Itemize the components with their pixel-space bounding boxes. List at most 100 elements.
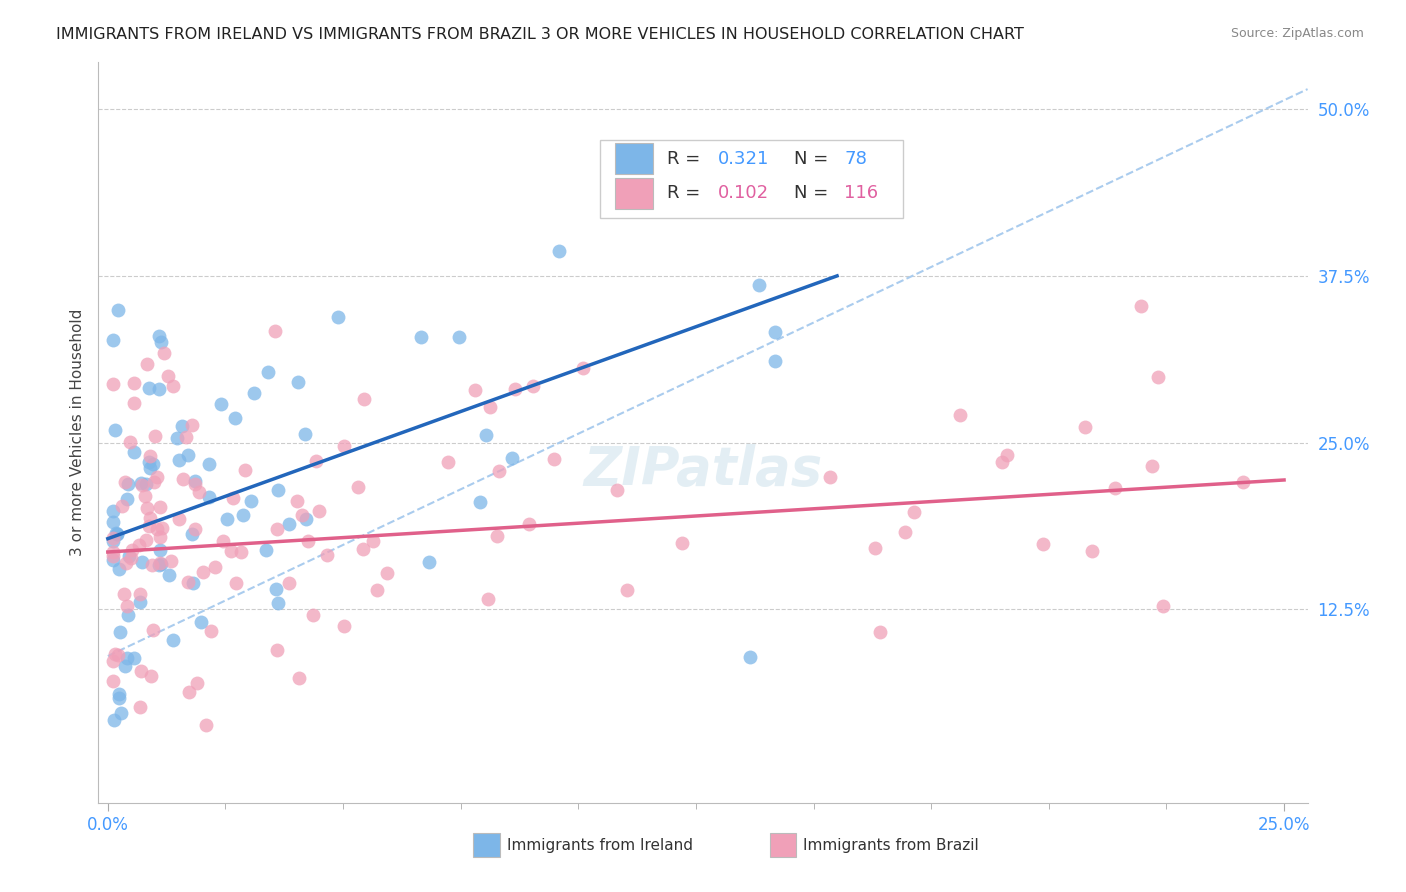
Point	[105, 526, 128, 541]
Point	[266, 522, 288, 536]
Point	[287, 376, 309, 390]
Point	[257, 365, 280, 379]
Point	[128, 594, 150, 608]
Point	[305, 453, 328, 467]
Point	[308, 503, 330, 517]
Point	[167, 512, 190, 526]
Point	[366, 583, 388, 598]
Point	[225, 576, 247, 591]
Point	[277, 517, 299, 532]
Point	[172, 472, 194, 486]
Point	[172, 418, 194, 433]
Point	[287, 671, 309, 685]
Point	[863, 541, 886, 555]
Point	[174, 430, 197, 444]
Point	[110, 706, 132, 721]
Point	[107, 302, 129, 317]
Point	[353, 392, 375, 406]
Point	[418, 555, 440, 569]
Point	[135, 357, 157, 371]
Point	[120, 550, 142, 565]
Y-axis label: 3 or more Vehicles in Household: 3 or more Vehicles in Household	[69, 309, 84, 557]
Point	[501, 450, 523, 465]
Point	[101, 515, 124, 529]
Point	[468, 494, 491, 508]
Point	[740, 649, 762, 664]
Point	[606, 483, 628, 497]
Text: IMMIGRANTS FROM IRELAND VS IMMIGRANTS FROM BRAZIL 3 OR MORE VEHICLES IN HOUSEHOL: IMMIGRANTS FROM IRELAND VS IMMIGRANTS FR…	[56, 27, 1024, 42]
Point	[142, 475, 165, 490]
Text: Source: ZipAtlas.com: Source: ZipAtlas.com	[1230, 27, 1364, 40]
Point	[157, 568, 180, 582]
Text: N =: N =	[793, 185, 834, 202]
Point	[108, 687, 131, 701]
Point	[101, 333, 124, 347]
FancyBboxPatch shape	[600, 140, 903, 218]
Point	[820, 470, 842, 484]
Point	[110, 624, 132, 639]
Point	[522, 379, 544, 393]
Point	[449, 330, 471, 344]
Point	[316, 549, 339, 563]
Point	[1073, 420, 1095, 434]
Point	[1081, 544, 1104, 558]
Point	[297, 533, 319, 548]
Point	[543, 451, 565, 466]
Point	[101, 549, 124, 564]
Point	[160, 554, 183, 568]
Point	[134, 489, 156, 503]
Point	[186, 676, 208, 690]
Point	[748, 278, 770, 293]
Point	[104, 423, 127, 437]
Point	[101, 504, 124, 518]
Point	[145, 469, 167, 483]
Text: 116: 116	[845, 185, 879, 202]
Point	[409, 330, 432, 344]
Point	[763, 325, 786, 339]
Point	[197, 457, 219, 471]
Point	[180, 417, 202, 432]
Point	[548, 244, 571, 258]
Point	[114, 475, 136, 489]
Point	[129, 475, 152, 490]
Point	[949, 408, 972, 422]
Point	[131, 478, 153, 492]
Point	[193, 566, 215, 580]
Point	[177, 448, 200, 462]
Point	[101, 552, 124, 566]
Point	[115, 599, 138, 614]
Point	[149, 530, 172, 544]
Point	[138, 455, 160, 469]
Point	[333, 439, 356, 453]
Point	[142, 624, 165, 638]
Point	[264, 324, 287, 338]
Point	[103, 713, 125, 727]
Point	[112, 586, 135, 600]
Point	[148, 382, 170, 396]
Point	[869, 625, 891, 640]
Point	[1152, 599, 1174, 614]
Point	[187, 485, 209, 500]
Point	[1129, 299, 1152, 313]
FancyBboxPatch shape	[769, 833, 796, 857]
Point	[117, 492, 139, 507]
Point	[375, 566, 398, 580]
Point	[124, 396, 146, 410]
Point	[1032, 537, 1054, 551]
Point	[301, 607, 323, 622]
Point	[108, 562, 131, 576]
Point	[477, 591, 499, 606]
Point	[162, 378, 184, 392]
Text: 0.102: 0.102	[717, 185, 769, 202]
Point	[104, 647, 127, 661]
Point	[150, 335, 173, 350]
Point	[294, 427, 316, 442]
Point	[103, 376, 125, 391]
Point	[121, 543, 143, 558]
Text: R =: R =	[666, 150, 706, 168]
Point	[1140, 459, 1163, 474]
Point	[243, 385, 266, 400]
Point	[267, 483, 290, 497]
Point	[107, 526, 129, 541]
Point	[437, 455, 460, 469]
